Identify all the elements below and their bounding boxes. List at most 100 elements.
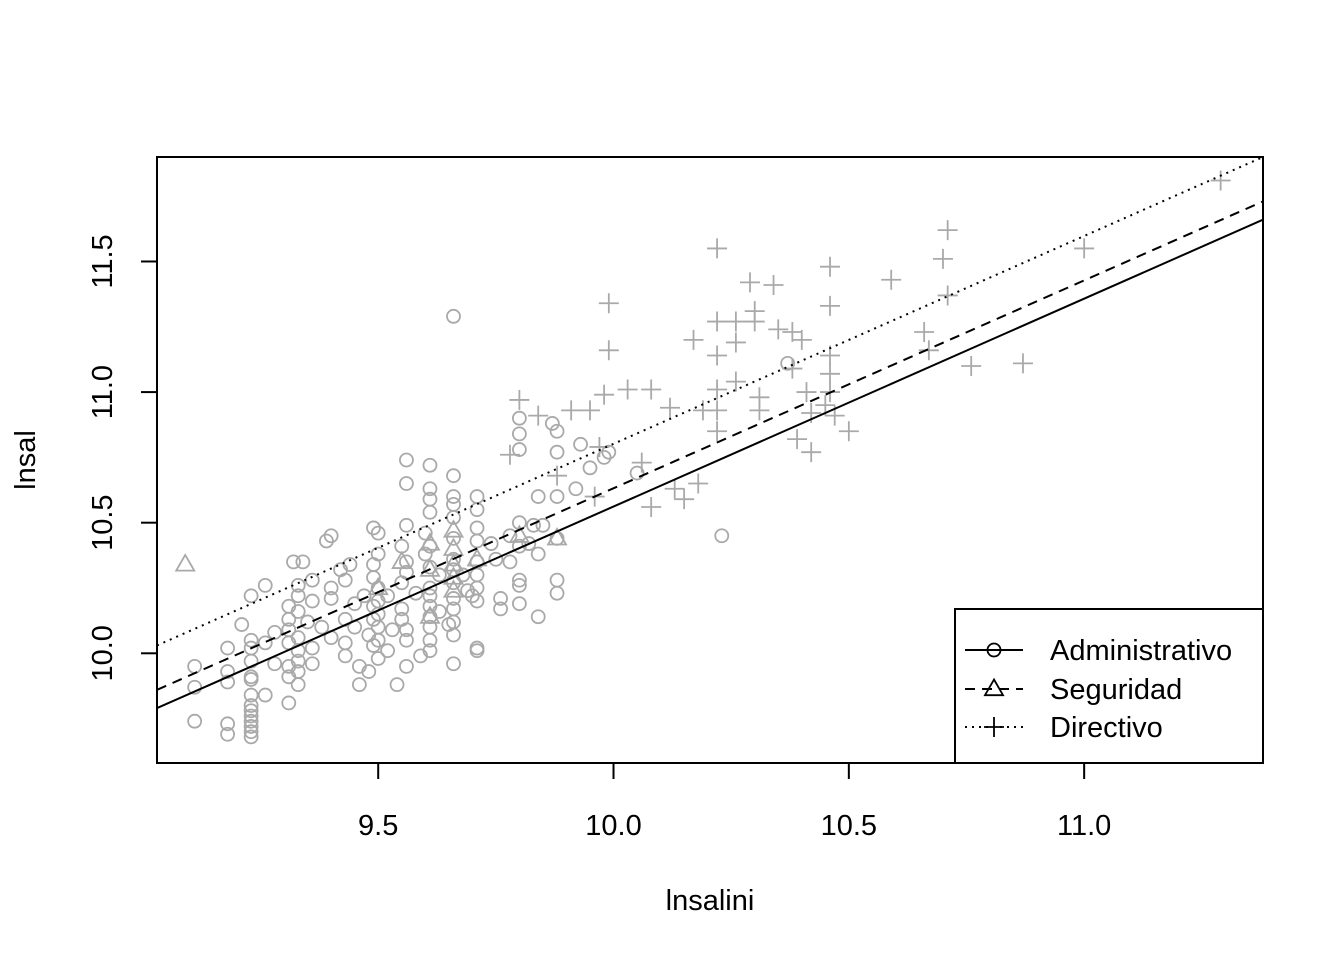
administrativo-point <box>511 442 527 457</box>
administrativo-point <box>446 627 461 643</box>
administrativo-point <box>511 577 527 593</box>
directivo-point <box>707 421 728 442</box>
administrativo-point <box>446 530 461 546</box>
administrativo-point <box>549 423 565 439</box>
administrativo-point <box>370 525 386 541</box>
seguridad-point <box>419 558 441 577</box>
administrativo-point <box>281 611 297 627</box>
directivo-point <box>499 444 520 465</box>
directivo-point <box>937 285 958 306</box>
administrativo-point <box>370 651 386 666</box>
directivo-point <box>791 329 812 350</box>
seguridad-fit-line <box>157 200 1263 691</box>
directivo-point <box>598 293 619 314</box>
administrativo-point <box>323 528 339 544</box>
directivo-point <box>820 363 841 384</box>
administrativo-point <box>469 593 485 609</box>
administrativo-point <box>431 567 447 583</box>
directivo-point <box>725 311 746 332</box>
directivo-point <box>579 400 600 421</box>
directivo-point <box>744 311 765 332</box>
administrativo-point <box>629 465 645 481</box>
axes: 9.5 10.0 10.5 11.0 10.0 10.5 11.0 11.5 <box>87 234 1111 842</box>
directivo-point <box>598 340 619 361</box>
administrativo-point <box>535 517 551 533</box>
seguridad-point <box>442 519 465 538</box>
directivo-point <box>782 322 803 343</box>
administrativo-point <box>464 588 480 604</box>
directivo-point <box>707 400 728 421</box>
administrativo-point <box>220 726 235 742</box>
administrativo-point <box>290 604 306 619</box>
administrativo-point <box>399 476 414 491</box>
legend-symbol-administrativo <box>986 642 1002 658</box>
administrativo-point <box>361 664 377 679</box>
administrativo-point <box>544 416 560 431</box>
legend-symbol-directivo <box>984 717 1004 737</box>
x-tick-label: 10.5 <box>821 810 877 842</box>
directivo-point <box>659 397 680 418</box>
directivo-point <box>528 405 549 426</box>
administrativo-point <box>290 653 306 669</box>
directivo-point <box>801 442 822 463</box>
seguridad-point <box>367 576 389 596</box>
administrativo-point <box>304 656 320 672</box>
directivo-point <box>707 238 728 259</box>
administrativo-point <box>446 489 461 504</box>
directivo-point <box>707 311 728 332</box>
administrativo-point <box>601 444 617 460</box>
directivo-point <box>561 400 582 421</box>
directivo-point <box>763 274 784 295</box>
administrativo-point <box>243 703 259 719</box>
directivo-point <box>688 473 709 494</box>
administrativo-point <box>337 572 353 588</box>
seguridad-point <box>174 553 196 572</box>
directivo-point <box>918 340 939 361</box>
administrativo-point <box>549 444 565 460</box>
administrativo-point <box>399 658 414 674</box>
administrativo-point <box>582 460 598 476</box>
administrativo-point <box>234 617 250 632</box>
seguridad-point <box>546 527 568 546</box>
directivo-point <box>820 295 841 316</box>
administrativo-point <box>220 664 235 679</box>
administrativo-point <box>488 551 504 567</box>
administrativo-point <box>347 596 363 612</box>
administrativo-point <box>780 355 796 371</box>
administrativo-point <box>422 504 438 520</box>
administrativo-point <box>243 632 259 648</box>
directivo-point <box>725 332 746 353</box>
administrativo-point <box>714 528 730 544</box>
directivo-point <box>509 389 530 410</box>
directivo-point <box>937 220 958 241</box>
administrativo-point <box>304 640 320 656</box>
administrativo-point <box>469 643 485 659</box>
administrativo-point <box>290 588 306 604</box>
administrativo-point <box>399 517 414 533</box>
directivo-point <box>683 329 704 350</box>
data-points <box>174 170 1231 745</box>
administrativo-point <box>596 449 612 465</box>
administrativo-point <box>243 729 259 745</box>
administrativo-point <box>380 588 396 604</box>
directivo-point <box>961 355 982 376</box>
administrativo-point <box>319 533 334 549</box>
directivo-point <box>674 489 695 510</box>
administrativo-point <box>342 557 358 572</box>
administrativo-point <box>530 609 546 625</box>
administrativo-point <box>446 468 461 484</box>
administrativo-point <box>511 426 527 442</box>
seguridad-point <box>419 605 441 624</box>
administrativo-point <box>399 622 414 638</box>
seguridad-point <box>508 524 530 543</box>
administrativo-point <box>446 656 461 672</box>
administrativo-point <box>399 632 414 648</box>
administrativo-point <box>530 546 546 562</box>
administrativo-point <box>568 481 584 497</box>
administrativo-point <box>304 593 320 609</box>
directivo-point <box>740 272 761 293</box>
administrativo-point <box>257 635 273 651</box>
administrativo-point <box>314 619 330 635</box>
directivo-point <box>820 256 841 277</box>
